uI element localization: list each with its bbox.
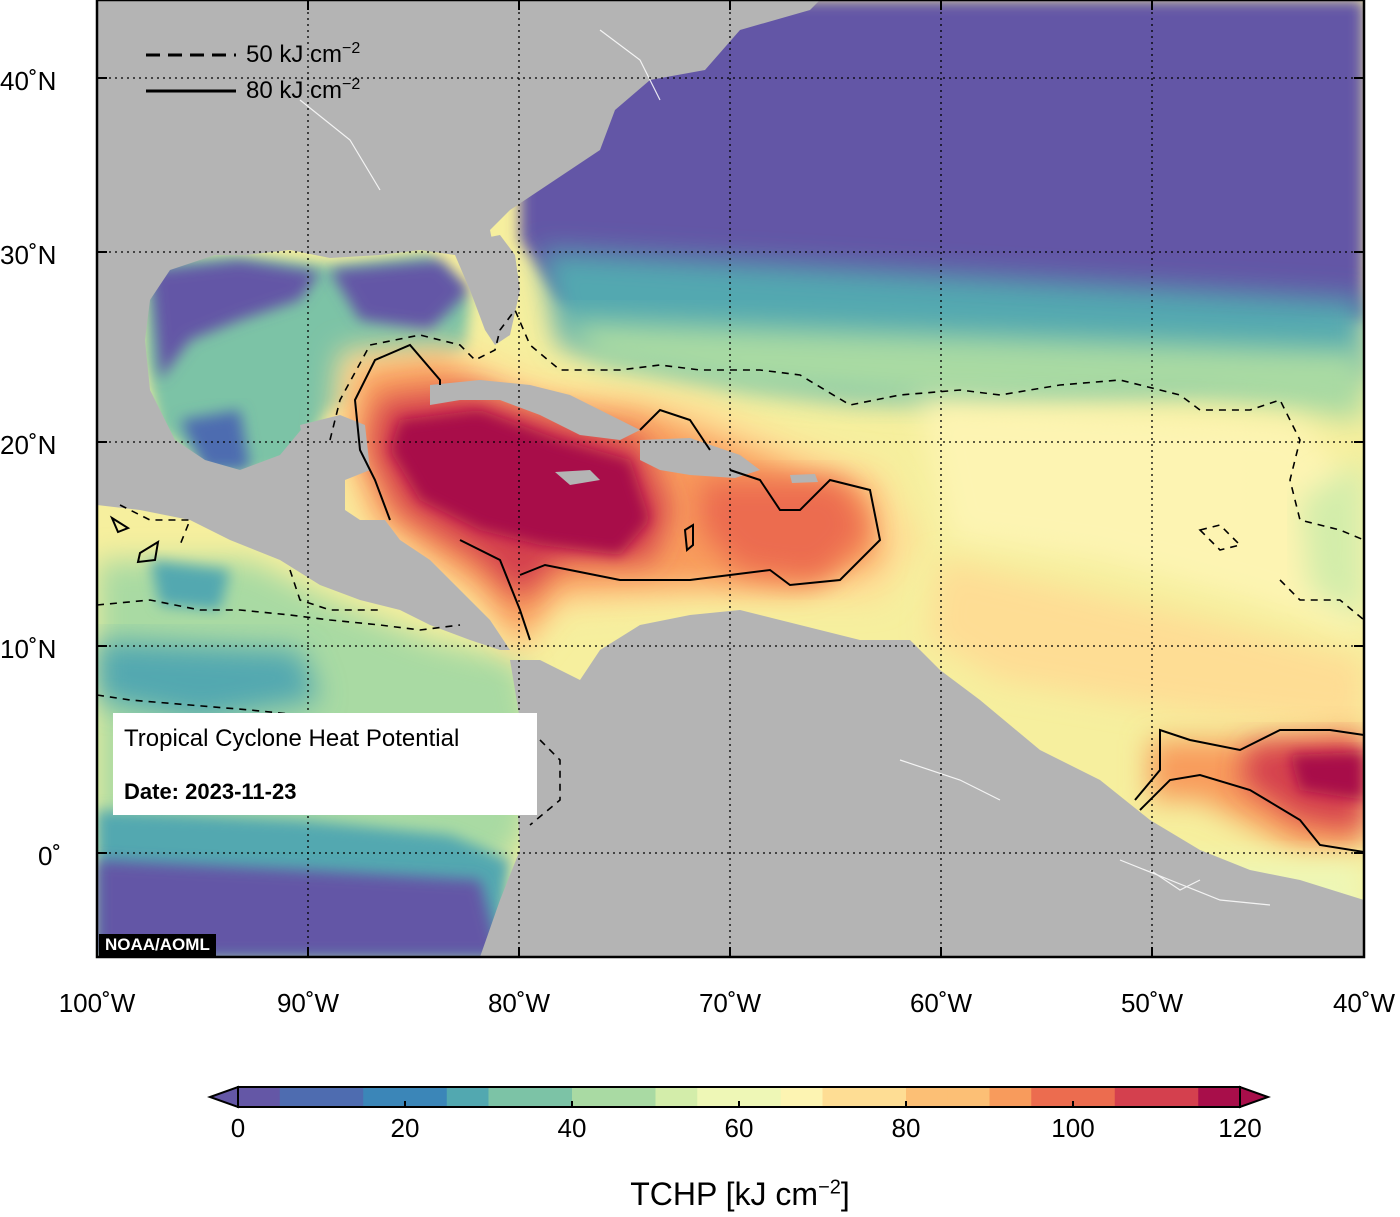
colorbar-segment <box>1073 1087 1116 1107</box>
lat-label-10n: 10˚N <box>0 634 56 664</box>
legend-label-50: 50 kJ cm−2 <box>246 40 361 68</box>
colorbar-segment <box>1031 1087 1074 1107</box>
rivers <box>299 29 1271 906</box>
colorbar-segment <box>238 1087 281 1107</box>
lat-labels: 40˚N 30˚N 20˚N 10˚N 0˚ <box>0 66 61 871</box>
info-date: Date: 2023-11-23 <box>124 779 297 804</box>
colorbar-label-80: 80 <box>891 1113 921 1143</box>
colorbar-segment <box>446 1087 490 1107</box>
colorbar-title: TCHP [kJ cm−2] <box>630 1176 850 1212</box>
colorbar-segment <box>572 1087 615 1107</box>
contour-80 <box>109 343 1364 853</box>
colorbar-segment <box>655 1087 698 1107</box>
colorbar-segment <box>613 1087 657 1107</box>
colorbar-segment <box>488 1087 531 1107</box>
credit-badge: NOAA/AOML <box>99 934 216 956</box>
colorbar-low-arrow <box>207 1085 239 1109</box>
dashed-line-swatch <box>146 53 236 57</box>
colorbar-segment <box>1156 1087 1199 1107</box>
lon-label-40w: 40˚W <box>1333 988 1396 1018</box>
land <box>97 0 1364 957</box>
colorbar-segment <box>405 1087 448 1107</box>
colorbar-ticks <box>237 1101 1241 1107</box>
lon-label-50w: 50˚W <box>1121 988 1184 1018</box>
colorbar-segment <box>780 1087 824 1107</box>
lon-label-60w: 60˚W <box>910 988 973 1018</box>
colorbar-segment <box>1114 1087 1158 1107</box>
colorbar-segment <box>697 1087 740 1107</box>
colorbar-label-100: 100 <box>1051 1113 1095 1143</box>
lat-label-40n: 40˚N <box>0 66 56 96</box>
colorbar-segment <box>530 1087 573 1107</box>
colorbar-high-arrow <box>1239 1085 1271 1109</box>
solid-line-swatch <box>146 89 236 93</box>
lon-label-90w: 90˚W <box>277 988 340 1018</box>
graticule <box>97 0 1364 957</box>
colorbar-segment <box>321 1087 364 1107</box>
legend-row-50: 50 kJ cm−2 <box>146 40 406 70</box>
lat-label-0: 0˚ <box>38 841 61 871</box>
colorbar-label-60: 60 <box>724 1113 754 1143</box>
tick-marks <box>97 0 1364 957</box>
lon-label-100w: 100˚W <box>59 988 136 1018</box>
colorbar-label-0: 0 <box>230 1113 246 1143</box>
colorbar-segment <box>363 1087 406 1107</box>
lon-labels: 100˚W 90˚W 80˚W 70˚W 60˚W 50˚W 40˚W <box>59 988 1396 1018</box>
colorbar-segment <box>864 1087 907 1107</box>
colorbar-segment <box>989 1087 1032 1107</box>
lat-label-20n: 20˚N <box>0 430 56 460</box>
info-box: Tropical Cyclone Heat Potential Date: 20… <box>113 713 537 815</box>
colorbar-segment <box>1198 1087 1241 1107</box>
colorbar-segment <box>906 1087 949 1107</box>
colorbar-segment <box>947 1087 991 1107</box>
map-area <box>97 0 1364 957</box>
lon-label-80w: 80˚W <box>488 988 551 1018</box>
info-title: Tropical Cyclone Heat Potential <box>124 725 460 752</box>
legend-row-80: 80 kJ cm−2 <box>146 76 406 106</box>
colorbar-label-120: 120 <box>1218 1113 1262 1143</box>
colorbar-segment <box>822 1087 865 1107</box>
lon-label-70w: 70˚W <box>699 988 762 1018</box>
lat-label-30n: 30˚N <box>0 240 56 270</box>
colorbar-label-40: 40 <box>557 1113 587 1143</box>
colorbar-segment <box>279 1087 323 1107</box>
legend-label-80: 80 kJ cm−2 <box>246 76 361 104</box>
colorbar-label-20: 20 <box>390 1113 420 1143</box>
colorbar-segments <box>238 1087 1241 1107</box>
colorbar <box>207 1085 1271 1109</box>
colorbar-segment <box>739 1087 782 1107</box>
